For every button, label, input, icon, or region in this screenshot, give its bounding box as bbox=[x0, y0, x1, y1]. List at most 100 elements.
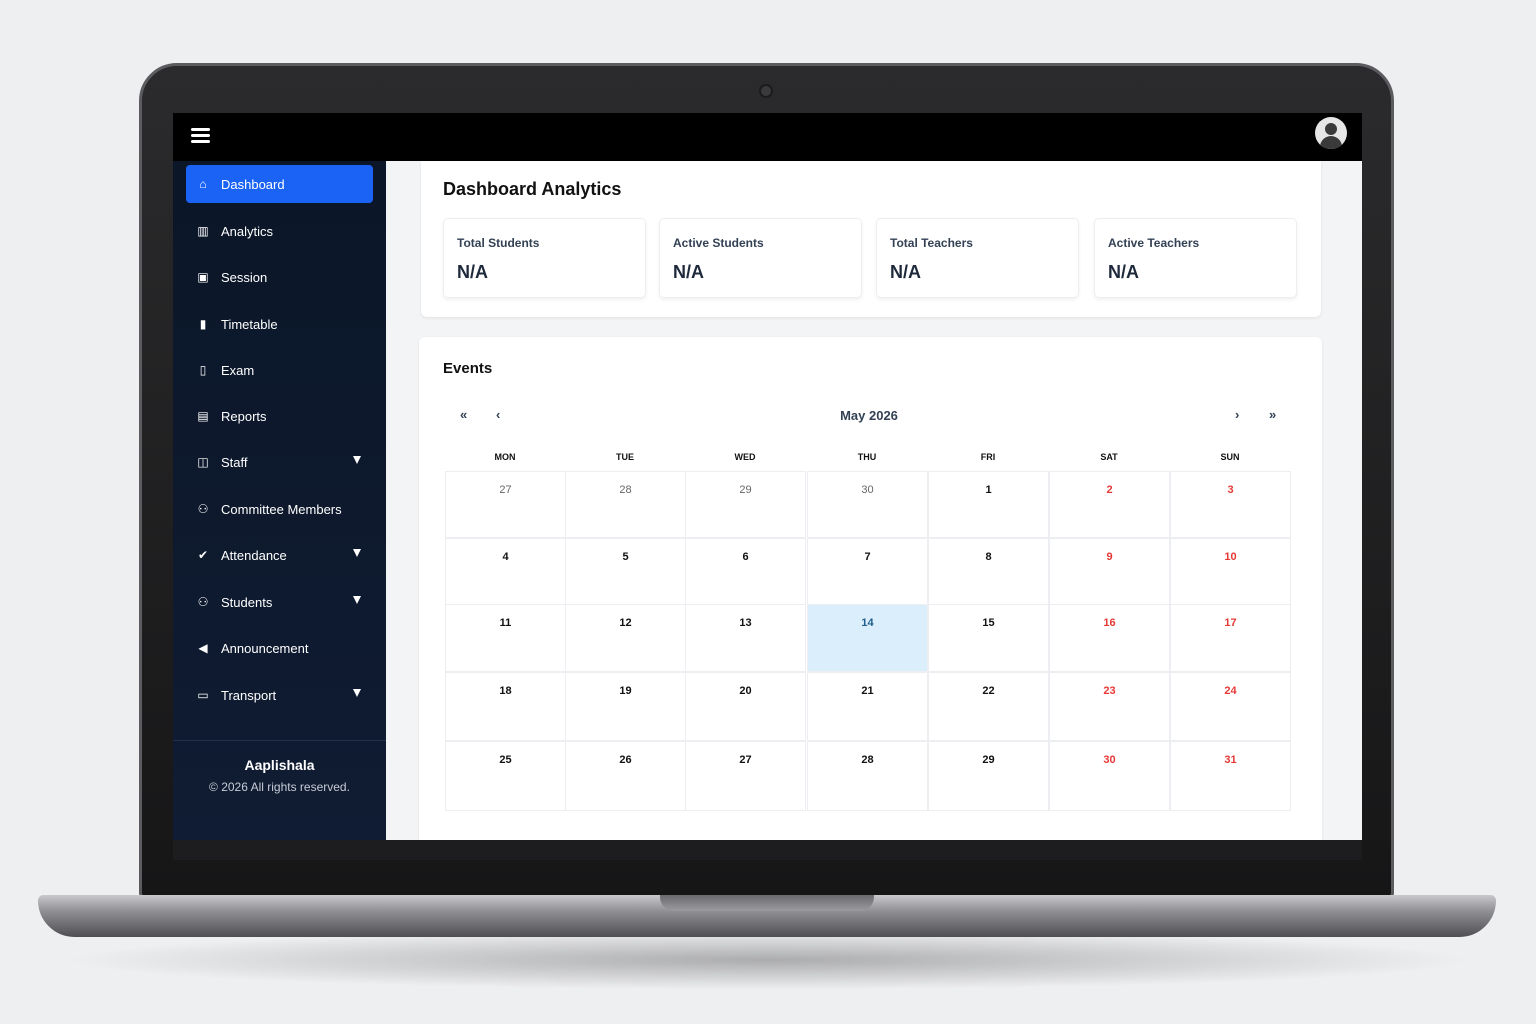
sidebar-item-label: Analytics bbox=[221, 223, 274, 239]
calendar-icon: ▣ bbox=[197, 270, 209, 284]
clipboard-icon: ▮ bbox=[199, 317, 207, 331]
stat-card-label: Total Teachers bbox=[890, 236, 973, 250]
weekday-header-sat: SAT bbox=[1100, 452, 1118, 462]
caret-down-icon bbox=[353, 596, 361, 604]
sidebar-item-attendance[interactable]: ✔ Attendance bbox=[186, 536, 373, 574]
weekday-header-thu: THU bbox=[857, 452, 877, 462]
calendar-day[interactable]: 19 bbox=[565, 672, 686, 741]
calendar-day[interactable]: 6 bbox=[685, 538, 806, 605]
stat-card-value: N/A bbox=[1108, 262, 1139, 282]
sidebar-item-students[interactable]: ⚇ Students bbox=[186, 583, 373, 621]
sidebar-item-timetable[interactable]: ▮ Timetable bbox=[186, 305, 373, 343]
calendar-month-label: May 2026 bbox=[840, 408, 898, 423]
calendar-day[interactable]: 28 bbox=[565, 471, 686, 538]
calendar-day[interactable]: 16 bbox=[1049, 604, 1170, 672]
staff-icon: ◫ bbox=[197, 455, 209, 469]
calendar-day[interactable]: 28 bbox=[807, 741, 928, 811]
weekday-header-wed: WED bbox=[734, 452, 756, 462]
calendar-day[interactable]: 21 bbox=[807, 672, 928, 741]
prev-year-button[interactable]: « bbox=[460, 407, 468, 422]
stat-card-total-teachers: Total Teachers N/A bbox=[876, 218, 1079, 298]
main-content: Dashboard Analytics Total Students N/A Act… bbox=[386, 161, 1362, 840]
document-icon: ▤ bbox=[197, 409, 209, 423]
calendar-day[interactable]: 20 bbox=[685, 672, 806, 741]
bus-icon: ▭ bbox=[197, 688, 209, 702]
sidebar-item-label: Announcement bbox=[221, 640, 309, 656]
calendar-day[interactable]: 29 bbox=[685, 471, 806, 538]
calendar-day[interactable]: 23 bbox=[1049, 672, 1170, 741]
sidebar-item-label: Staff bbox=[221, 454, 248, 470]
caret-down-icon bbox=[353, 549, 361, 557]
sidebar-item-label: Reports bbox=[221, 408, 267, 424]
calendar-day[interactable]: 26 bbox=[565, 741, 686, 811]
chart-icon: ▥ bbox=[197, 224, 209, 238]
screen: ⌂ Dashboard ▥ Analytics ▣ Session ▮ Timetable ▯ E… bbox=[173, 113, 1362, 840]
calendar-day[interactable]: 17 bbox=[1170, 604, 1291, 672]
calendar-day[interactable]: 15 bbox=[928, 604, 1049, 672]
calendar-day[interactable]: 12 bbox=[565, 604, 686, 672]
sidebar-item-label: Exam bbox=[221, 362, 255, 378]
calendar-day-today[interactable]: 14 bbox=[807, 604, 928, 672]
calendar-day[interactable]: 11 bbox=[445, 604, 566, 672]
sidebar-item-session[interactable]: ▣ Session bbox=[186, 258, 373, 296]
calendar-day[interactable]: 2 bbox=[1049, 471, 1170, 538]
copyright-text: © 2026 All rights reserved. bbox=[209, 780, 350, 794]
calendar-day[interactable]: 27 bbox=[445, 471, 566, 538]
sidebar-item-dashboard[interactable]: ⌂ Dashboard bbox=[186, 165, 373, 203]
calendar-day[interactable]: 18 bbox=[445, 672, 566, 741]
calendar-day[interactable]: 4 bbox=[445, 538, 566, 605]
sidebar-footer: Aaplishala © 2026 All rights reserved. bbox=[173, 740, 386, 840]
sidebar-item-committee-members[interactable]: ⚇ Committee Members bbox=[186, 490, 373, 528]
calendar-day[interactable]: 30 bbox=[807, 471, 928, 538]
stat-card-value: N/A bbox=[890, 262, 921, 282]
events-panel: Events « ‹ May 2026 › » MON TUE WED THU FRI S… bbox=[419, 337, 1322, 840]
sidebar-item-label: Attendance bbox=[221, 547, 287, 563]
caret-down-icon bbox=[353, 456, 361, 464]
sidebar-item-exam[interactable]: ▯ Exam bbox=[186, 351, 373, 389]
calendar-day[interactable]: 29 bbox=[928, 741, 1049, 811]
group-icon: ⚇ bbox=[197, 502, 209, 516]
top-bar bbox=[173, 113, 1362, 161]
calendar-day[interactable]: 31 bbox=[1170, 741, 1291, 811]
calendar-day[interactable]: 30 bbox=[1049, 741, 1170, 811]
user-avatar-icon[interactable] bbox=[1315, 117, 1347, 149]
calendar-day[interactable]: 10 bbox=[1170, 538, 1291, 605]
calendar-day[interactable]: 27 bbox=[685, 741, 806, 811]
sidebar-item-reports[interactable]: ▤ Reports bbox=[186, 397, 373, 435]
next-year-button[interactable]: » bbox=[1269, 407, 1277, 422]
sidebar-item-label: Transport bbox=[221, 687, 277, 703]
prev-month-button[interactable]: ‹ bbox=[496, 407, 501, 422]
sidebar-item-analytics[interactable]: ▥ Analytics bbox=[186, 212, 373, 250]
calendar-day[interactable]: 8 bbox=[928, 538, 1049, 605]
calendar-day[interactable]: 3 bbox=[1170, 471, 1291, 538]
calendar-day[interactable]: 9 bbox=[1049, 538, 1170, 605]
laptop-shadow bbox=[60, 930, 1476, 990]
calendar-day[interactable]: 22 bbox=[928, 672, 1049, 741]
page-title: Dashboard Analytics bbox=[443, 179, 622, 199]
calendar-day[interactable]: 7 bbox=[807, 538, 928, 605]
stat-card-total-students: Total Students N/A bbox=[443, 218, 646, 298]
calendar-day[interactable]: 25 bbox=[445, 741, 566, 811]
stat-card-active-teachers: Active Teachers N/A bbox=[1094, 218, 1297, 298]
calendar-day[interactable]: 1 bbox=[928, 471, 1049, 538]
sidebar-item-label: Students bbox=[221, 594, 273, 610]
home-icon: ⌂ bbox=[199, 177, 207, 191]
sidebar: ⌂ Dashboard ▥ Analytics ▣ Session ▮ Timetable ▯ E… bbox=[173, 161, 386, 840]
sidebar-item-announcement[interactable]: ◀ Announcement bbox=[186, 629, 373, 667]
sidebar-item-transport[interactable]: ▭ Transport bbox=[186, 676, 373, 714]
caret-down-icon bbox=[353, 689, 361, 697]
next-month-button[interactable]: › bbox=[1235, 407, 1240, 422]
calendar-day[interactable]: 13 bbox=[685, 604, 806, 672]
weekday-header-mon: MON bbox=[494, 452, 516, 462]
calendar-day[interactable]: 5 bbox=[565, 538, 686, 605]
hamburger-icon[interactable] bbox=[191, 125, 213, 145]
weekday-header-sun: SUN bbox=[1220, 452, 1240, 462]
stat-card-value: N/A bbox=[673, 262, 704, 282]
stat-card-label: Active Students bbox=[673, 236, 764, 250]
check-circle-icon: ✔ bbox=[197, 548, 209, 562]
sidebar-item-staff[interactable]: ◫ Staff bbox=[186, 443, 373, 481]
laptop-notch bbox=[660, 895, 874, 911]
stat-card-active-students: Active Students N/A bbox=[659, 218, 862, 298]
calendar-day[interactable]: 24 bbox=[1170, 672, 1291, 741]
weekday-header-tue: TUE bbox=[616, 452, 634, 462]
